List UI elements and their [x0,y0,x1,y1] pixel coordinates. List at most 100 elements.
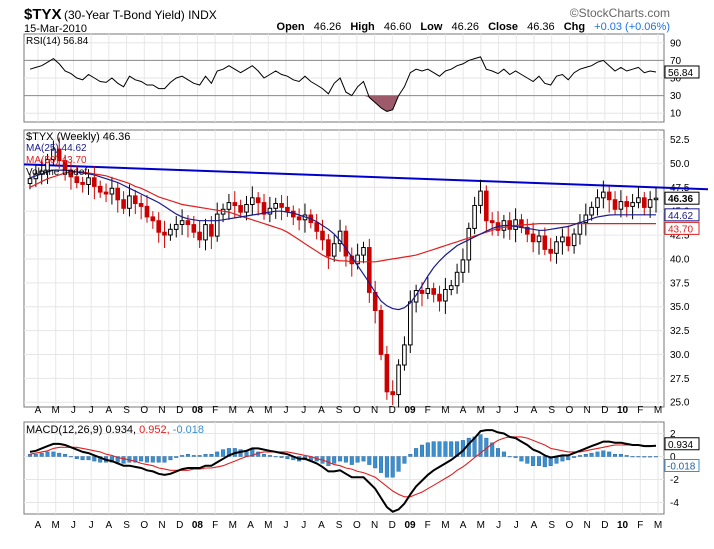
candle [478,179,483,214]
macd-histogram-bar [33,454,38,457]
x-tick-label: M [654,405,662,416]
candle-body [103,191,109,195]
volume-label: Volume undef [26,167,88,178]
macd-signal-line [29,436,656,498]
x-tick-label: M [441,405,449,416]
candle [331,235,337,262]
macd-histogram-bar [197,455,202,457]
candle [443,278,448,314]
candle [279,194,284,221]
chg-value: +0.03 (+0.06%) [594,21,670,33]
candle [484,185,489,232]
candle [337,219,343,252]
x-tick-label: J [71,405,76,416]
x-tick-label: N [158,520,165,531]
x-tick-label: N [371,520,378,531]
macd-histogram-bar [648,456,653,458]
candle-body [577,222,583,235]
macd-histogram-bar [262,454,267,457]
candle [214,202,220,242]
macd-histogram-bar [45,451,50,457]
candle [74,165,80,189]
candle-body [238,205,243,213]
candle [565,225,571,252]
stockcharts-logo[interactable]: ©StockCharts.com [569,6,670,20]
candle-body [513,219,518,230]
price-tick-label: 42.5 [670,231,690,242]
macd-histogram-bar [501,451,506,457]
x-tick-label: A [247,405,254,416]
macd-histogram-bar [414,448,419,457]
candle-body [402,344,407,366]
candle-body [548,248,554,254]
candle-body [489,220,495,224]
candle-body [185,220,191,225]
x-tick-label: J [514,520,519,531]
x-tick-label: F [425,405,431,416]
candle [103,183,109,203]
candle-body [115,187,121,201]
candle-body [606,191,612,201]
candle-body [285,206,290,212]
candle [495,211,501,237]
candle-body [624,201,630,207]
candle [525,218,530,243]
candle-body [320,230,325,241]
x-tick-label: M [441,520,449,531]
macd-hist-value-text: -0.018 [667,462,696,473]
price-tick-label: 27.5 [670,374,690,385]
open-value: 46.26 [313,21,342,33]
macd-histogram-bar [267,455,272,457]
macd-histogram-bar [531,456,536,466]
x-tick-label: 10 [617,520,629,531]
x-tick-label: J [284,405,289,416]
macd-histogram-bar [28,454,33,457]
x-tick-label: M [264,520,272,531]
candle [238,199,243,218]
candle-body [138,203,144,207]
macd-histogram-bar [431,441,436,457]
macd-histogram-bar [507,456,512,458]
candle [97,180,103,198]
x-tick-label: N [584,520,591,531]
x-tick-label: S [123,520,130,531]
macd-histogram-bar [408,454,413,457]
candle [653,186,659,213]
candle-body [121,199,126,209]
candle [548,237,554,262]
macd-histogram-bar [548,456,553,466]
macd-histogram-bar [63,454,68,457]
x-tick-label: D [601,520,608,531]
candle-body [209,224,214,237]
candle [68,161,74,190]
macd-histogram-bar [80,456,85,461]
ma25-value-text: 44.62 [668,211,693,222]
macd-histogram-bar [209,454,214,457]
candle-body [267,207,273,215]
candle-body [314,222,319,232]
rsi-tick-label: 90 [670,38,682,49]
candle-body [589,206,594,216]
candle [326,234,331,269]
candle [396,359,401,408]
candle-body [86,177,91,186]
macd-histogram-bar [109,456,114,463]
macd-histogram-bar [490,442,495,457]
x-tick-label: J [496,405,501,416]
candle [372,280,378,324]
x-tick-label: F [212,520,218,531]
x-tick-label: J [301,405,306,416]
macd-histogram-bar [583,454,588,457]
candle-body [191,224,197,233]
x-tick-label: D [389,520,396,531]
candle [173,215,179,238]
macd-histogram-bar [191,455,196,457]
macd-histogram-bar [203,454,208,457]
candle [343,225,349,267]
candle-body [601,191,606,199]
candle-body [296,216,302,221]
candle-body [565,236,571,247]
candle-body [431,288,436,295]
x-tick-label: A [318,405,325,416]
macd-tick-label: -2 [670,475,679,486]
